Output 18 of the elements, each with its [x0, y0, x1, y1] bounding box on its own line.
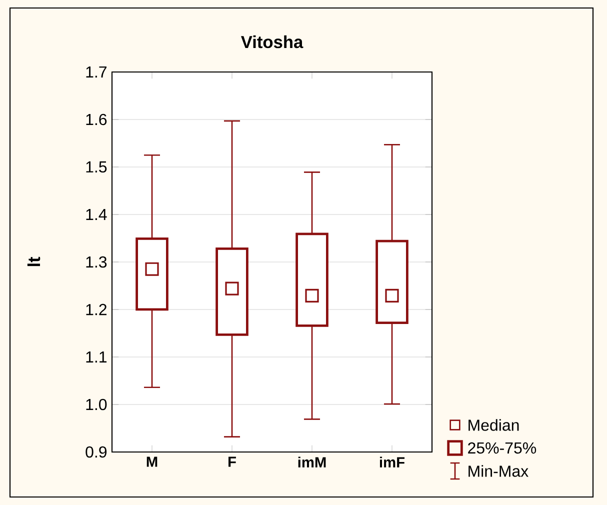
- text: 25%-75%: [468, 442, 536, 454]
- y-tick-label: 1.5: [86, 161, 107, 173]
- y-tick-label: 1.1: [86, 351, 107, 362]
- y-tick-label: 1.3: [86, 256, 107, 268]
- y-tick-label: 0.9: [86, 446, 107, 458]
- y-axis-title: lt: [27, 256, 40, 266]
- x-tick-label: F: [228, 456, 236, 467]
- x-tick-label: imF: [380, 456, 405, 468]
- y-tick-label: 1.7: [86, 66, 106, 78]
- text: Median: [468, 419, 519, 431]
- y-tick-label: 1.2: [86, 304, 106, 316]
- y-tick-label: 1.4: [86, 208, 107, 220]
- y-tick-label: 1.0: [86, 398, 107, 410]
- x-tick-label: M: [146, 456, 158, 467]
- x-tick-label: imM: [298, 456, 326, 468]
- chart-title: Vitosha: [240, 35, 304, 48]
- text: Min-Max: [468, 465, 528, 477]
- y-tick-label: 1.6: [86, 114, 107, 126]
